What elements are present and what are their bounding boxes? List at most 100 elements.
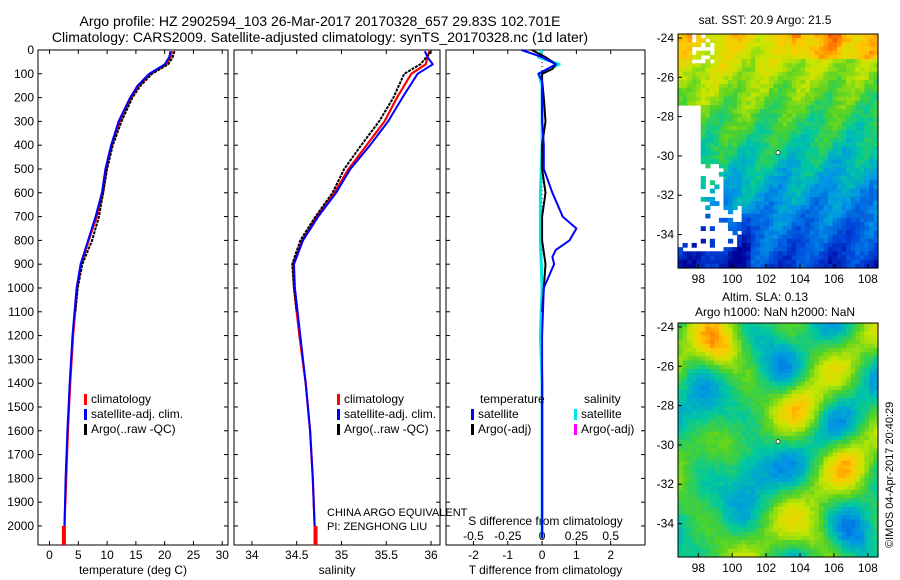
figure-title-line1: Argo profile: HZ 2902594_103 26-Mar-2017… [79,13,561,29]
legend-label: climatology [344,392,404,406]
map-y-tick-label: -28 [657,399,675,413]
x-tick-label: 15 [129,548,143,562]
x-tick-label: 20 [158,548,172,562]
map-y-tick-label: -34 [657,228,675,242]
map-grid [678,323,879,558]
sst-map-title: sat. SST: 20.9 Argo: 21.5 [699,13,832,27]
x-axis-label: temperature (deg C) [79,563,187,577]
climatology-bottom-marker [61,525,66,545]
x-axis-label: T difference from climatology [469,563,623,577]
map-grid [678,34,879,269]
legend-label: Argo(-adj) [478,422,531,436]
s-axis-label: S difference from climatology [468,514,623,528]
salinity-panel: 34 34.5 35 35.5 36 salinity climatologysatelli… [233,49,441,577]
map-y-tick-label: -30 [657,149,675,163]
x-tick-label: -1 [502,548,513,562]
map-y-tick-label: -34 [657,517,675,531]
map-frame [677,33,879,269]
y-tick-label: 1600 [7,424,34,438]
y-tick-label: 1300 [7,352,34,366]
s-tick-label: 0.5 [602,529,619,543]
y-tick-label: 1400 [7,376,34,390]
map-x-tick-label: 108 [858,272,878,286]
legend-swatch [574,409,577,420]
y-tick-label: 600 [14,186,34,200]
y-tick-label: 0 [27,43,34,57]
legend-swatch [337,424,340,435]
map-y-tick-label: -24 [657,320,675,334]
satellite-salinity-line [293,50,434,538]
map-x-tick-label: 100 [722,272,742,286]
y-tick-label: 500 [14,162,34,176]
map-y-tick-label: -32 [657,477,675,491]
map-y-tick-label: -28 [657,110,675,124]
map-frame [677,322,879,558]
x-tick-label: 34 [245,548,259,562]
sla-map-title: Altim. SLA: 0.13 [722,290,808,304]
y-tick-label: 300 [14,114,34,128]
sla-map-subtitle: Argo h1000: NaN h2000: NaN [695,305,855,319]
x-axis-label: salinity [319,563,356,577]
map-y-tick-label: -26 [657,359,675,373]
map-x-tick-label: 102 [756,272,776,286]
x-tick-label: 35.5 [375,548,399,562]
y-tick-label: 1000 [7,281,34,295]
x-tick-label: 36 [424,548,438,562]
legend-swatch [574,424,577,435]
map-x-tick-label: 104 [790,561,810,575]
x-tick-label: 34.5 [285,548,309,562]
pi-name: PI: ZENGHONG LIU [327,521,427,533]
legend-label: satellite-adj. clim. [344,407,436,421]
plot-frame [233,49,441,546]
legend-swatch [84,394,87,405]
x-tick-label: 30 [216,548,230,562]
y-tick-label: 400 [14,138,34,152]
x-tick-label: -2 [468,548,479,562]
map-x-tick-label: 106 [824,561,844,575]
y-tick-label: 1900 [7,495,34,509]
y-tick-label: 700 [14,210,34,224]
map-x-tick-label: 102 [756,561,776,575]
legend-swatch [84,424,87,435]
argo-salinity-line [291,50,432,312]
map-y-tick-label: -24 [657,31,675,45]
y-tick-label: 1500 [7,400,34,414]
y-tick-label: 100 [14,67,34,81]
credit-text: ©IMOS 04-Apr-2017 20:40:29 [884,402,896,548]
legend-label: satellite-adj. clim. [91,407,183,421]
sst-map-panel: sat. SST: 20.9 Argo: 21.5 98 100 102 104 106 1… [657,13,879,286]
satellite-temperature-line [62,51,172,538]
x-tick-label: 0 [539,548,546,562]
plot-frame [445,49,646,546]
map-x-tick-label: 108 [858,561,878,575]
argo-position-marker [775,439,781,444]
legend-label: satellite [478,407,519,421]
s-tick-label: -0.25 [494,529,522,543]
figure-title-line2: Climatology: CARS2009. Satellite-adjuste… [51,29,589,45]
x-tick-label: 5 [75,548,82,562]
map-x-tick-label: 104 [790,272,810,286]
y-tick-label: 1200 [7,329,34,343]
legend-label: Argo(-adj) [581,422,634,436]
legend-label: climatology [91,392,151,406]
y-tick-label: 2000 [7,519,34,533]
plot-frame [37,49,229,546]
y-tick-label: 800 [14,233,34,247]
s-tick-label: 0.25 [565,529,589,543]
legend-title-temperature: temperature [480,392,545,406]
legend-label: satellite [581,407,622,421]
map-x-tick-label: 100 [722,561,742,575]
legend-swatch [471,409,474,420]
y-tick-label: 900 [14,257,34,271]
t-satellite-line [521,49,578,538]
climatology-bottom-marker [313,525,318,545]
legend-swatch [337,394,340,405]
s-tick-label: -0.5 [463,529,484,543]
map-x-tick-label: 106 [824,272,844,286]
legend-swatch [84,409,87,420]
x-tick-label: 25 [187,548,201,562]
argo-position-marker [775,150,781,155]
